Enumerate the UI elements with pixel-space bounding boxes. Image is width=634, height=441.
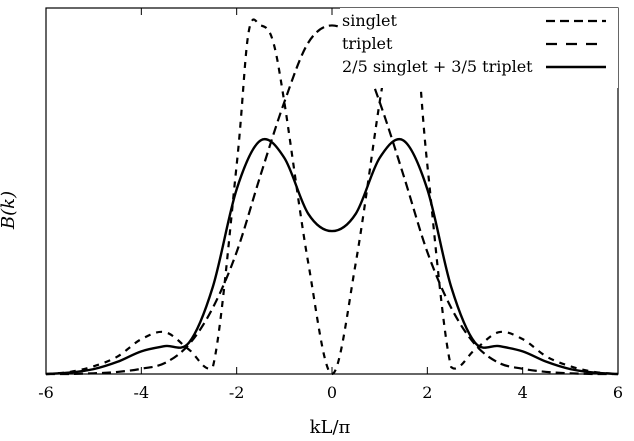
series-line-2 (45, 18, 619, 376)
x-tick-label: 0 (327, 383, 337, 402)
x-ticks: -6 -4 -2 0 2 4 6 (38, 8, 623, 402)
x-tick-label: 6 (613, 383, 623, 402)
legend: singlet triplet 2/5 singlet + 3/5 triplet (340, 8, 618, 88)
x-tick-label: 2 (422, 383, 432, 402)
y-axis-label: B(k) (0, 191, 19, 230)
x-axis-label: kL/π (310, 417, 351, 438)
legend-label-1: singlet (342, 11, 397, 30)
legend-background (340, 8, 618, 88)
x-tick-label: 4 (518, 383, 528, 402)
x-tick-label: -2 (229, 383, 245, 402)
x-tick-label: -4 (134, 383, 150, 402)
x-tick-label: -6 (38, 383, 54, 402)
series-line-1 (45, 24, 619, 376)
legend-label-3: 2/5 singlet + 3/5 triplet (342, 57, 533, 76)
legend-label-2: triplet (342, 34, 393, 53)
series-layer (45, 18, 619, 376)
series-line-3 (45, 138, 619, 376)
